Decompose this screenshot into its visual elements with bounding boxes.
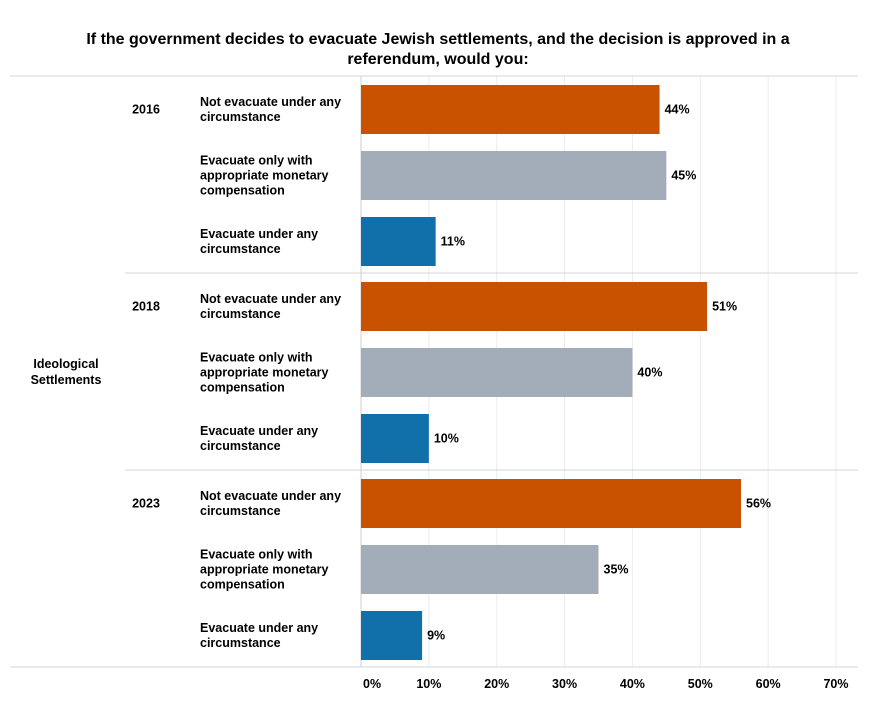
year-label: 2016 bbox=[132, 103, 160, 117]
x-tick-label: 60% bbox=[756, 677, 781, 691]
data-label: 35% bbox=[604, 563, 629, 577]
x-tick-label: 40% bbox=[620, 677, 645, 691]
row-labels: Ideological Settlements 2016 Not evacuate u… bbox=[31, 95, 341, 650]
category-label: Not evacuate under any bbox=[200, 489, 341, 503]
category-label: Evacuate under any bbox=[200, 424, 318, 438]
category-label: Evacuate only with bbox=[200, 154, 313, 168]
x-tick-label: 30% bbox=[552, 677, 577, 691]
year-label: 2023 bbox=[132, 497, 160, 511]
data-label: 45% bbox=[671, 169, 696, 183]
x-tick-label: 10% bbox=[416, 677, 441, 691]
data-label: 56% bbox=[746, 497, 771, 511]
year-label: 2018 bbox=[132, 300, 160, 314]
bar bbox=[361, 85, 660, 134]
category-label: Not evacuate under any bbox=[200, 95, 341, 109]
bars: 44% 45% 11% 51% 40% 10% 56% 35% 9% bbox=[361, 85, 771, 660]
data-label: 40% bbox=[637, 366, 662, 380]
chart-title: If the government decides to evacuate Je… bbox=[86, 31, 789, 48]
bar bbox=[361, 611, 423, 660]
x-tick-label: 0% bbox=[363, 677, 381, 691]
data-label: 44% bbox=[665, 103, 690, 117]
bar bbox=[361, 348, 633, 397]
category-label: circumstance bbox=[200, 307, 281, 321]
bar bbox=[361, 151, 667, 200]
x-tick-label: 20% bbox=[484, 677, 509, 691]
category-label: circumstance bbox=[200, 439, 281, 453]
group-label: Settlements bbox=[31, 373, 102, 387]
bar bbox=[361, 479, 741, 528]
category-label: Not evacuate under any bbox=[200, 292, 341, 306]
category-label: circumstance bbox=[200, 110, 281, 124]
category-label: appropriate monetary bbox=[200, 169, 329, 183]
x-tick-label: 50% bbox=[688, 677, 713, 691]
data-label: 11% bbox=[441, 235, 465, 249]
chart-title: referendum, would you: bbox=[347, 51, 528, 68]
data-label: 51% bbox=[712, 300, 737, 314]
category-label: circumstance bbox=[200, 636, 281, 650]
category-label: circumstance bbox=[200, 504, 281, 518]
bar bbox=[361, 414, 429, 463]
category-label: Evacuate under any bbox=[200, 621, 318, 635]
chart-frame bbox=[10, 75, 858, 668]
bar bbox=[361, 217, 436, 266]
category-label: Evacuate only with bbox=[200, 351, 313, 365]
bar bbox=[361, 545, 599, 594]
data-label: 9% bbox=[427, 629, 445, 643]
bar bbox=[361, 282, 708, 331]
x-tick-label: 70% bbox=[823, 677, 848, 691]
group-label: Ideological bbox=[33, 357, 98, 371]
category-label: Evacuate under any bbox=[200, 227, 318, 241]
category-label: appropriate monetary bbox=[200, 563, 329, 577]
category-label: compensation bbox=[200, 381, 285, 395]
category-label: compensation bbox=[200, 184, 285, 198]
category-label: appropriate monetary bbox=[200, 366, 329, 380]
category-label: Evacuate only with bbox=[200, 548, 313, 562]
category-label: compensation bbox=[200, 578, 285, 592]
data-label: 10% bbox=[434, 432, 459, 446]
x-axis-ticks: 0% 10% 20% 30% 40% 50% 60% 70% bbox=[363, 677, 849, 691]
category-label: circumstance bbox=[200, 242, 281, 256]
